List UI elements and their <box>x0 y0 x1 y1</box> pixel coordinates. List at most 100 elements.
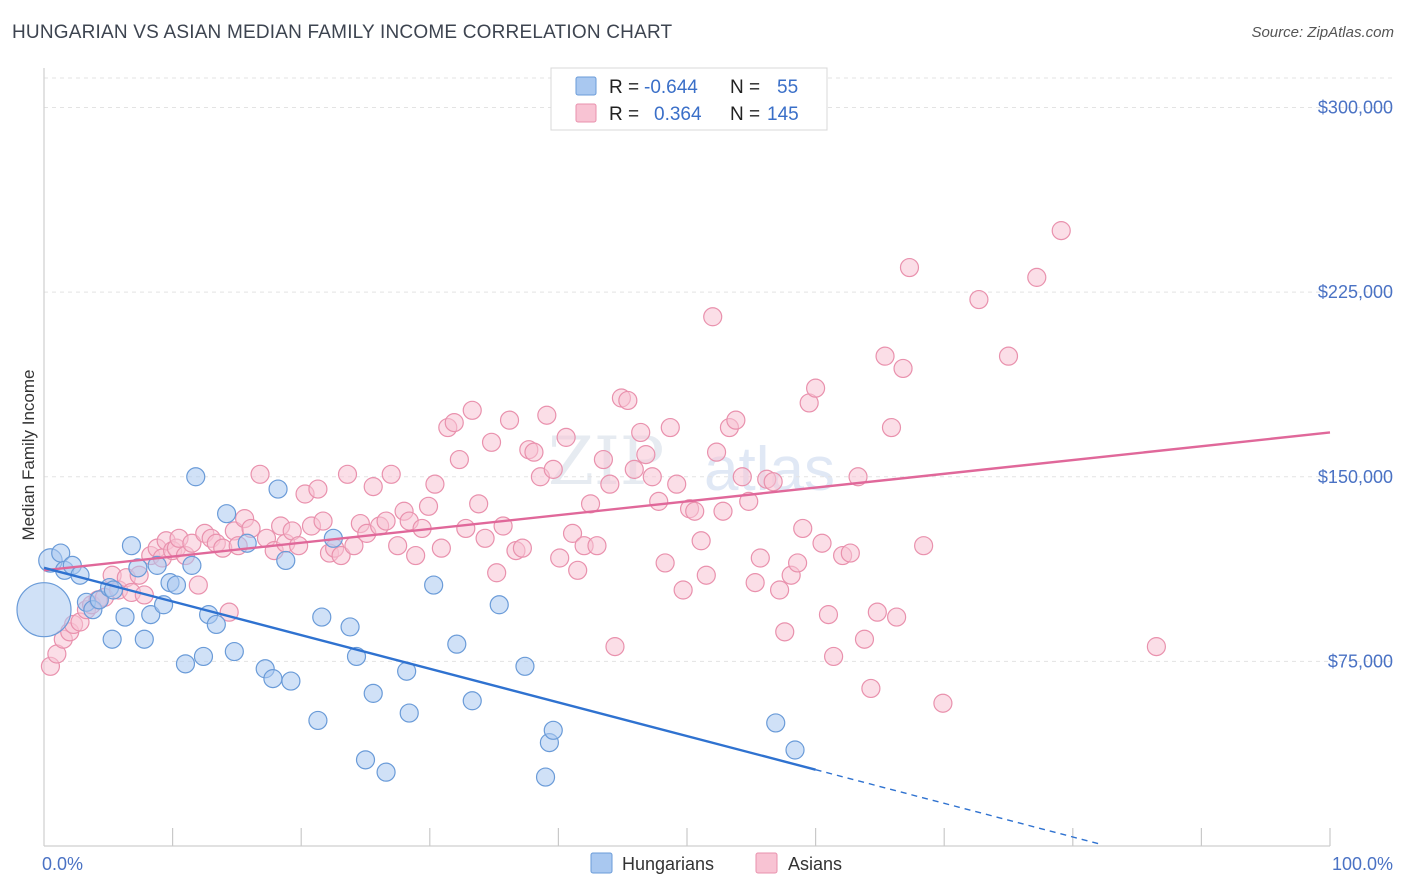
legend-hungarians-n-label: N = <box>730 77 760 98</box>
legend-hungarians-n-value: 55 <box>777 77 798 98</box>
hungarians-point <box>268 479 288 499</box>
asians-point <box>969 289 989 310</box>
legend-hungarians-r-label: R = <box>609 77 639 98</box>
asians-point <box>462 400 482 420</box>
asians-point <box>363 477 383 497</box>
asians-point <box>649 491 669 511</box>
hungarians-point <box>276 550 296 571</box>
hungarians-point <box>447 634 467 654</box>
asians-point <box>512 538 532 558</box>
bottom-legend: Hungarians Asians <box>590 852 842 874</box>
hungarians-point <box>399 703 419 723</box>
asians-point <box>673 580 693 600</box>
asians-point <box>818 605 839 625</box>
hungarians-point <box>182 555 202 575</box>
asians-point <box>475 528 495 548</box>
hungarians-point <box>166 575 187 595</box>
hungarians-point <box>515 656 535 676</box>
legend-box <box>550 67 828 131</box>
asians-point <box>381 464 401 484</box>
asians-point <box>881 417 902 438</box>
hungarians-point <box>355 750 376 770</box>
hungarians-point <box>376 762 396 782</box>
hungarians-point <box>89 590 109 610</box>
y-tick-label: $300,000 <box>1318 98 1393 118</box>
asians-point <box>914 536 934 556</box>
trend-lines <box>43 431 1331 845</box>
asians-point <box>706 442 727 462</box>
asians-point <box>631 422 651 443</box>
legend: R = -0.644 N = 55 R = 0.364 N = 145 <box>550 67 828 131</box>
hungarians-point <box>224 641 244 662</box>
hungarians-point <box>193 646 214 667</box>
hungarians-point <box>363 683 383 703</box>
asians-point <box>481 432 502 452</box>
x-tick-label-min: 0.0% <box>42 854 83 874</box>
hungarians-point <box>102 629 122 649</box>
asians-point <box>769 580 790 600</box>
asians-point <box>739 491 759 511</box>
hungarians-point <box>424 575 444 595</box>
asians-point <box>824 646 844 667</box>
source-credit: Source: ZipAtlas.com <box>1251 24 1394 41</box>
asians-point <box>605 637 625 657</box>
asians-point <box>763 472 783 492</box>
asians-point <box>425 474 445 494</box>
asians-point <box>732 467 752 487</box>
hungarians-point <box>121 536 142 556</box>
hungarians-point <box>535 767 556 787</box>
asians-point <box>875 346 895 366</box>
bottom-legend-asians-swatch <box>755 852 778 874</box>
asians-point <box>933 693 953 713</box>
hungarians-point <box>489 595 509 615</box>
hungarians-series <box>16 467 805 787</box>
asians-point <box>456 518 476 539</box>
asians-point <box>726 410 746 430</box>
asians-point <box>499 410 520 430</box>
asians-point <box>337 464 358 484</box>
asians-point <box>188 575 208 595</box>
asians-point <box>388 536 408 556</box>
asians-point <box>600 474 620 494</box>
asians-point <box>685 501 705 521</box>
bottom-legend-asians-label: Asians <box>788 854 842 874</box>
hungarians-point <box>462 691 482 711</box>
asians-point <box>998 346 1019 366</box>
asians-point <box>636 445 656 465</box>
hungarians-point <box>16 582 72 638</box>
legend-asians-r-value: 0.364 <box>654 104 702 125</box>
asians-point <box>642 467 662 487</box>
asians-point <box>793 518 813 539</box>
hungarians-point <box>308 710 328 731</box>
asians-point <box>848 467 868 487</box>
asians-point <box>524 442 544 462</box>
grid-lines <box>44 77 1392 662</box>
asians-series <box>40 221 1166 713</box>
asians-point <box>893 358 913 379</box>
asians-point <box>550 548 570 568</box>
asians-point <box>618 390 638 411</box>
hungarians-point <box>175 654 196 674</box>
asians-point <box>406 545 426 566</box>
asians-point <box>1027 267 1047 287</box>
y-tick-label: $225,000 <box>1318 282 1393 302</box>
hungarians-point <box>312 607 332 627</box>
asians-point <box>182 533 202 553</box>
hungarians-point <box>147 555 167 575</box>
asians-point <box>703 307 723 327</box>
asians-point <box>487 563 507 583</box>
hungarians-point <box>766 713 786 733</box>
hungarians-trend-extension <box>815 769 1099 845</box>
asians-trend-line <box>43 431 1331 572</box>
legend-hungarians-r-value: -0.644 <box>644 77 698 98</box>
asians-point <box>667 474 687 494</box>
asians-point <box>431 538 451 558</box>
asians-point <box>537 405 557 425</box>
asians-point <box>750 548 770 568</box>
asians-point <box>289 536 309 556</box>
hungarians-point <box>186 467 206 487</box>
asians-point <box>449 449 469 470</box>
asians-point <box>543 459 563 479</box>
hungarians-point <box>281 671 301 691</box>
asians-point <box>1146 637 1166 657</box>
